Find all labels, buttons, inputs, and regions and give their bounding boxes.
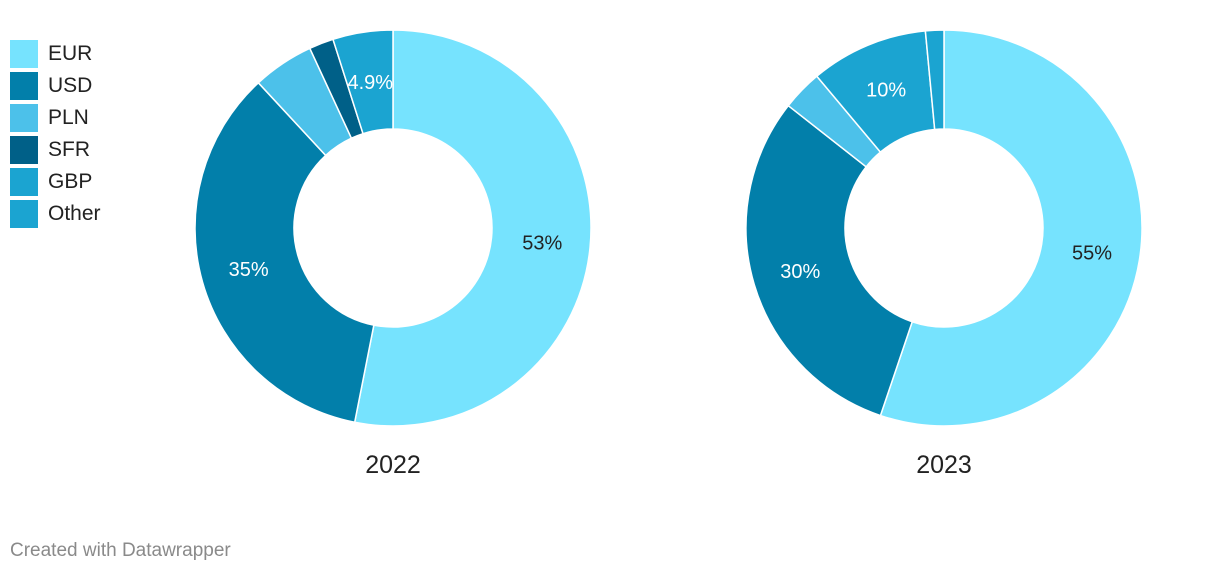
- slice-2022-other: [332, 29, 394, 135]
- slice-2023-other: [924, 29, 945, 131]
- legend-label-gbp: GBP: [48, 170, 93, 193]
- legend-item-sfr: SFR: [10, 134, 101, 166]
- data-label-2022-usd: 35%: [229, 259, 269, 281]
- data-label-2022-other: 4.9%: [348, 72, 394, 94]
- datawrapper-credit: Created with Datawrapper: [10, 540, 231, 561]
- data-label-2022-eur: 53%: [522, 233, 562, 255]
- legend-item-gbp: GBP: [10, 166, 101, 198]
- slice-2022-eur: [353, 29, 592, 427]
- chart-title-2023: 2023: [916, 451, 972, 479]
- legend-item-eur: EUR: [10, 38, 101, 70]
- legend-item-usd: USD: [10, 70, 101, 102]
- donut-2022: 53% 35% 4.9% 2022: [194, 29, 592, 479]
- data-label-2023-usd: 30%: [780, 261, 820, 283]
- legend-swatch-gbp: [10, 168, 38, 196]
- legend-item-other: Other: [10, 198, 101, 230]
- data-label-2023-gbp: 10%: [866, 80, 906, 102]
- legend-swatch-eur: [10, 40, 38, 68]
- donut-2023: 55% 30% 10% 2023: [745, 29, 1143, 479]
- slice-2023-usd: [745, 104, 914, 417]
- legend-swatch-pln: [10, 104, 38, 132]
- legend-label-sfr: SFR: [48, 138, 90, 161]
- slice-2022-usd: [194, 81, 375, 424]
- legend-label-eur: EUR: [48, 42, 93, 65]
- legend-swatch-other: [10, 200, 38, 228]
- chart-title-2022: 2022: [365, 451, 421, 479]
- legend-label-usd: USD: [48, 74, 93, 97]
- data-label-2023-eur: 55%: [1072, 242, 1112, 264]
- legend-label-pln: PLN: [48, 106, 89, 129]
- legend-swatch-usd: [10, 72, 38, 100]
- legend-item-pln: PLN: [10, 102, 101, 134]
- legend: EUR USD PLN SFR GBP Other: [10, 38, 101, 230]
- legend-label-other: Other: [48, 202, 101, 225]
- legend-swatch-sfr: [10, 136, 38, 164]
- slice-2023-eur: [879, 29, 1143, 427]
